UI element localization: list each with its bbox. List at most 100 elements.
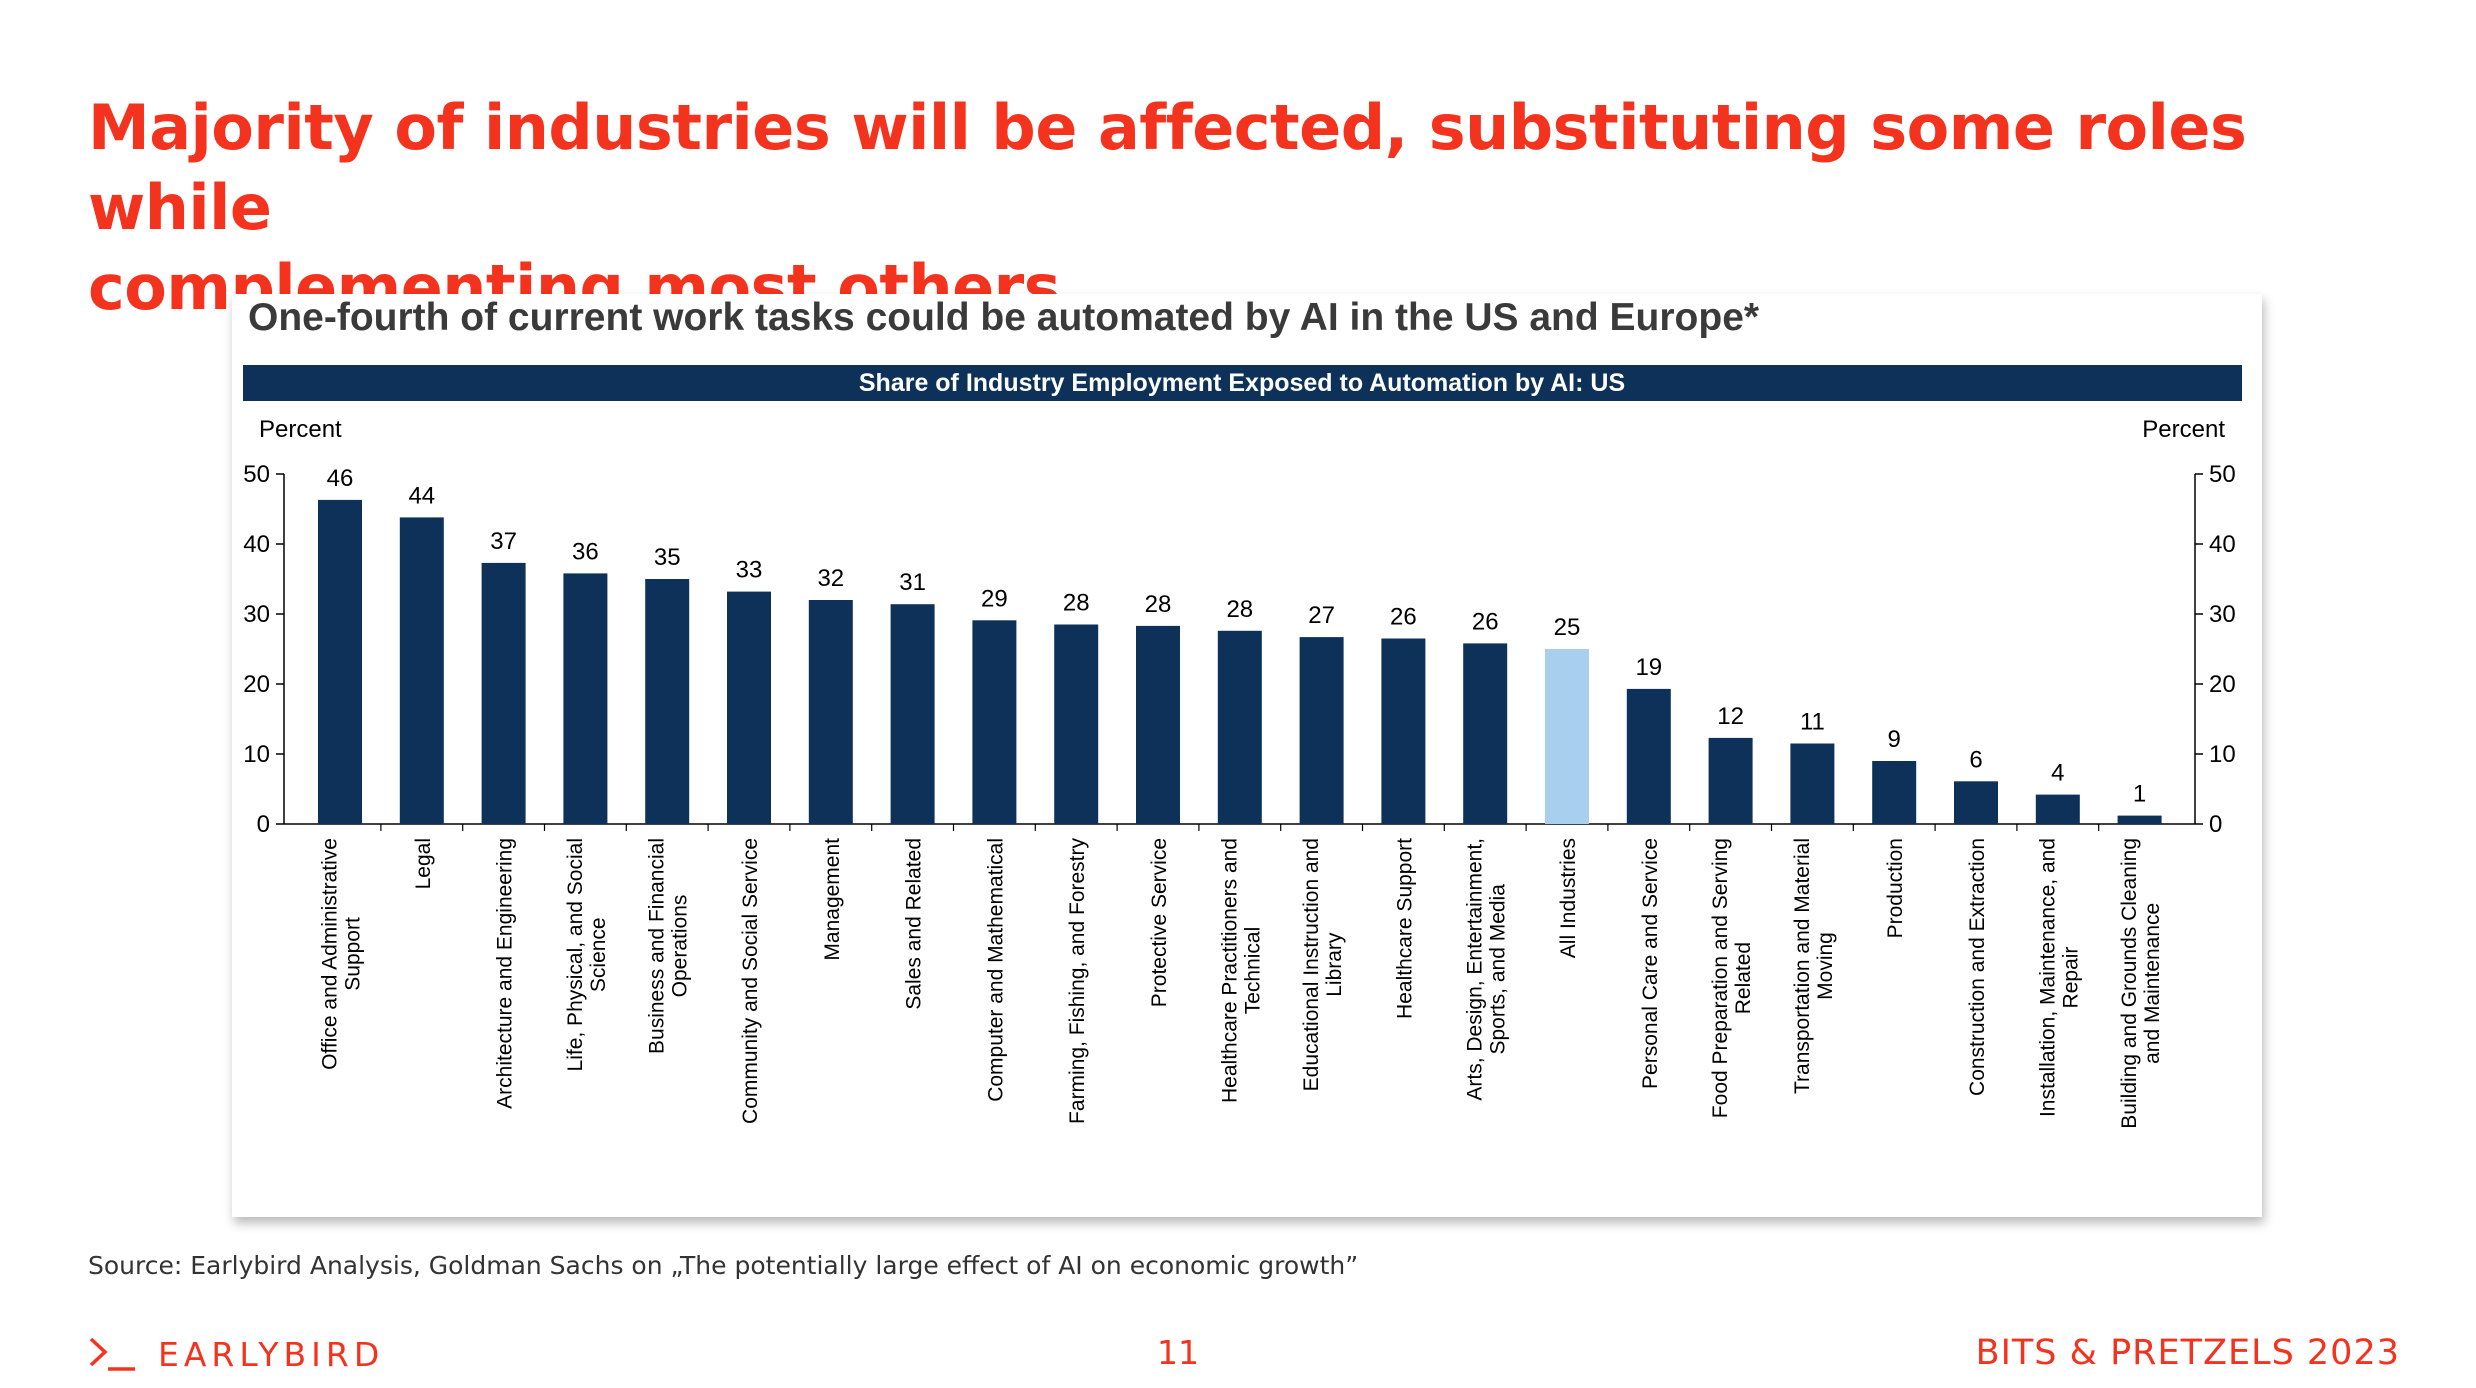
category-label: Installation, Maintenance, and Repair xyxy=(2036,838,2082,1117)
category-label: Production xyxy=(1884,838,1907,938)
category-label-line: and Maintenance xyxy=(2141,903,2164,1064)
bar xyxy=(890,604,935,824)
bar xyxy=(1545,649,1589,824)
bar xyxy=(1708,737,1753,824)
bar-value-label: 36 xyxy=(572,538,599,565)
bar-value-label: 28 xyxy=(1063,590,1090,617)
category-label-line: Related xyxy=(1732,942,1755,1014)
bar xyxy=(645,579,690,824)
chevron-underscore-icon xyxy=(89,1337,135,1371)
category-label: Healthcare Practitioners and Technical xyxy=(1218,838,1264,1103)
bar-value-label: 12 xyxy=(1717,703,1744,730)
category-label: All Industries xyxy=(1557,838,1580,958)
category-label: Healthcare Support xyxy=(1393,838,1416,1019)
category-label-line: Educational Instruction and xyxy=(1300,838,1323,1091)
y-tick-label-left: 20 xyxy=(243,671,270,698)
bar-value-label: 28 xyxy=(1145,591,1172,618)
category-label-line: Construction and Extraction xyxy=(1966,838,1989,1096)
category-label: Life, Physical, and Social Science xyxy=(564,838,610,1071)
y-tick-label-right: 0 xyxy=(2209,811,2222,838)
category-label-line: Repair xyxy=(2059,947,2082,1009)
bar xyxy=(1626,688,1671,824)
bar-value-label: 37 xyxy=(490,528,517,555)
bars-layer xyxy=(318,499,2162,824)
bar-value-label: 31 xyxy=(899,569,926,596)
y-tick-label-right: 40 xyxy=(2209,531,2236,558)
chart-subtitle-band xyxy=(243,365,2242,401)
bar-value-label: 1 xyxy=(2133,781,2146,808)
category-label: Sales and Related xyxy=(903,838,926,1010)
bar-value-label: 11 xyxy=(1800,709,1825,736)
category-label: Computer and Mathematical xyxy=(984,838,1007,1102)
category-label-line: Building and Grounds Cleaning xyxy=(2118,838,2141,1129)
slide-title-line-1: Majority of industries will be affected,… xyxy=(88,91,2247,244)
category-label-line: All Industries xyxy=(1557,838,1580,958)
category-label-line: Architecture and Engineering xyxy=(494,838,517,1109)
category-label-line: Business and Financial xyxy=(646,838,669,1054)
chart-title: One-fourth of current work tasks could b… xyxy=(248,296,1760,339)
y-tick-label-right: 30 xyxy=(2209,601,2236,628)
category-label: Community and Social Service xyxy=(739,838,762,1124)
category-label-line: Production xyxy=(1884,838,1907,938)
category-label-line: Management xyxy=(821,838,844,961)
bar xyxy=(2117,815,2162,824)
category-label-line: Legal xyxy=(412,838,435,889)
bar xyxy=(1054,624,1099,824)
slide-title: Majority of industries will be affected,… xyxy=(88,88,2388,328)
category-label: Architecture and Engineering xyxy=(494,838,517,1109)
bar xyxy=(727,591,771,824)
category-label: Arts, Design, Entertainment, Sports, and … xyxy=(1464,838,1510,1101)
category-label-line: Life, Physical, and Social xyxy=(564,838,587,1071)
category-label: Office and Administrative Support xyxy=(319,838,365,1070)
bar xyxy=(1790,743,1835,824)
category-label-line: Healthcare Practitioners and xyxy=(1218,838,1241,1103)
category-label-line: Farming, Fishing, and Forestry xyxy=(1066,838,1089,1124)
earlybird-logo: EARLYBIRD xyxy=(88,1334,384,1374)
category-label: Management xyxy=(821,838,844,961)
category-label-line: Healthcare Support xyxy=(1393,838,1416,1019)
category-label-line: Library xyxy=(1323,932,1346,997)
bar xyxy=(481,562,526,824)
chart-subtitle: Share of Industry Employment Exposed to … xyxy=(859,369,1625,397)
category-label: Business and Financial Operations xyxy=(646,838,692,1054)
bar-value-label: 9 xyxy=(1888,726,1901,753)
bar-value-label: 44 xyxy=(408,482,435,509)
y-tick-label-right: 10 xyxy=(2209,741,2236,768)
bar xyxy=(972,620,1017,824)
category-label-line: Protective Service xyxy=(1148,838,1171,1007)
category-label-line: Moving xyxy=(1814,932,1837,1000)
bar-value-label: 46 xyxy=(327,465,354,492)
event-name: BITS & PRETZELS 2023 xyxy=(1975,1333,2400,1373)
y-tick-label-left: 40 xyxy=(243,531,270,558)
bar-value-label: 4 xyxy=(2051,760,2064,787)
category-label-line: Technical xyxy=(1241,927,1264,1015)
chart-card: One-fourth of current work tasks could b… xyxy=(232,294,2262,1217)
bar xyxy=(1136,625,1180,824)
category-label-line: Transportation and Material xyxy=(1791,838,1814,1094)
category-label-line: Installation, Maintenance, and xyxy=(2036,838,2059,1117)
y-axis-label-left: Percent xyxy=(259,416,342,443)
bar xyxy=(1299,637,1344,824)
bar-value-label: 29 xyxy=(981,585,1008,612)
bar-chart: One-fourth of current work tasks could b… xyxy=(243,296,2242,1129)
category-label-line: Support xyxy=(342,917,365,991)
category-label: Legal xyxy=(412,838,435,889)
category-label: Protective Service xyxy=(1148,838,1171,1007)
category-label: Building and Grounds Cleaning and Mainten… xyxy=(2118,838,2164,1129)
bar xyxy=(318,499,362,824)
category-label: Food Preparation and Serving Related xyxy=(1709,838,1755,1118)
y-tick-label-right: 20 xyxy=(2209,671,2236,698)
bar xyxy=(808,600,853,824)
bar-value-label: 35 xyxy=(654,544,681,571)
bar xyxy=(1872,761,1917,824)
bar-value-label: 26 xyxy=(1472,608,1499,635)
category-label: Farming, Fishing, and Forestry xyxy=(1066,838,1089,1124)
bar xyxy=(1217,630,1262,824)
y-tick-label-right: 50 xyxy=(2209,461,2236,488)
bar-value-label: 6 xyxy=(1969,746,1982,773)
bar xyxy=(1463,643,1508,824)
logo-wordmark: EARLYBIRD xyxy=(158,1334,385,1374)
bar-value-label: 19 xyxy=(1635,654,1662,681)
category-label-line: Sports, and Media xyxy=(1487,884,1510,1055)
